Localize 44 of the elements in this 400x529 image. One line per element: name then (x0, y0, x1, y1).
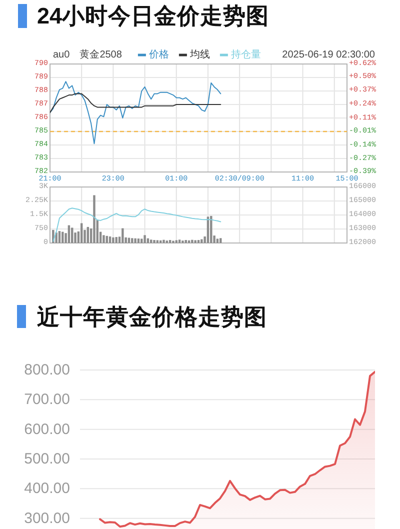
bar (153, 240, 156, 243)
y-tick-label: 400.00 (24, 480, 70, 498)
bar (134, 238, 136, 243)
bar (168, 240, 172, 243)
bar (144, 235, 146, 243)
text: 2025-06-19 02:30:00 (282, 50, 376, 60)
y-tick-label: 600.00 (24, 420, 70, 438)
bar (197, 240, 200, 243)
bar (162, 240, 165, 243)
bar (178, 240, 181, 243)
text: au0 (53, 50, 70, 60)
bar (108, 236, 112, 243)
legend-label: 价格 (148, 48, 169, 60)
bar (191, 240, 194, 243)
y-tick-label: 300.00 (24, 510, 70, 527)
bar (200, 239, 203, 243)
bar (93, 195, 96, 243)
text: 黄金2508 (80, 48, 122, 60)
bar (131, 238, 134, 243)
bar (216, 238, 219, 243)
legend-label: 均线 (188, 48, 210, 60)
bar (137, 238, 140, 243)
bar (58, 231, 61, 243)
bar (80, 223, 83, 243)
legend: 持仓量 (220, 50, 261, 60)
bar (122, 228, 124, 243)
chart-title: 近十年黄金价格走势图 (36, 304, 267, 330)
y-tick-label: 500.00 (24, 450, 70, 468)
bar (194, 240, 196, 243)
bar (102, 235, 105, 243)
bar (140, 238, 143, 243)
bar (115, 237, 118, 243)
bar (86, 226, 90, 243)
bar (71, 228, 74, 243)
chart-title: 24小时今日金价走势图 (37, 4, 270, 28)
bar (220, 238, 222, 243)
y-tick-label: 700.00 (24, 391, 70, 408)
bar (150, 240, 152, 243)
y-tick-label: 800.00 (24, 362, 70, 378)
legend-label: 持仓量 (230, 48, 261, 60)
bar (175, 240, 178, 243)
bar (156, 240, 159, 243)
bar (184, 240, 187, 243)
bar (112, 237, 114, 243)
